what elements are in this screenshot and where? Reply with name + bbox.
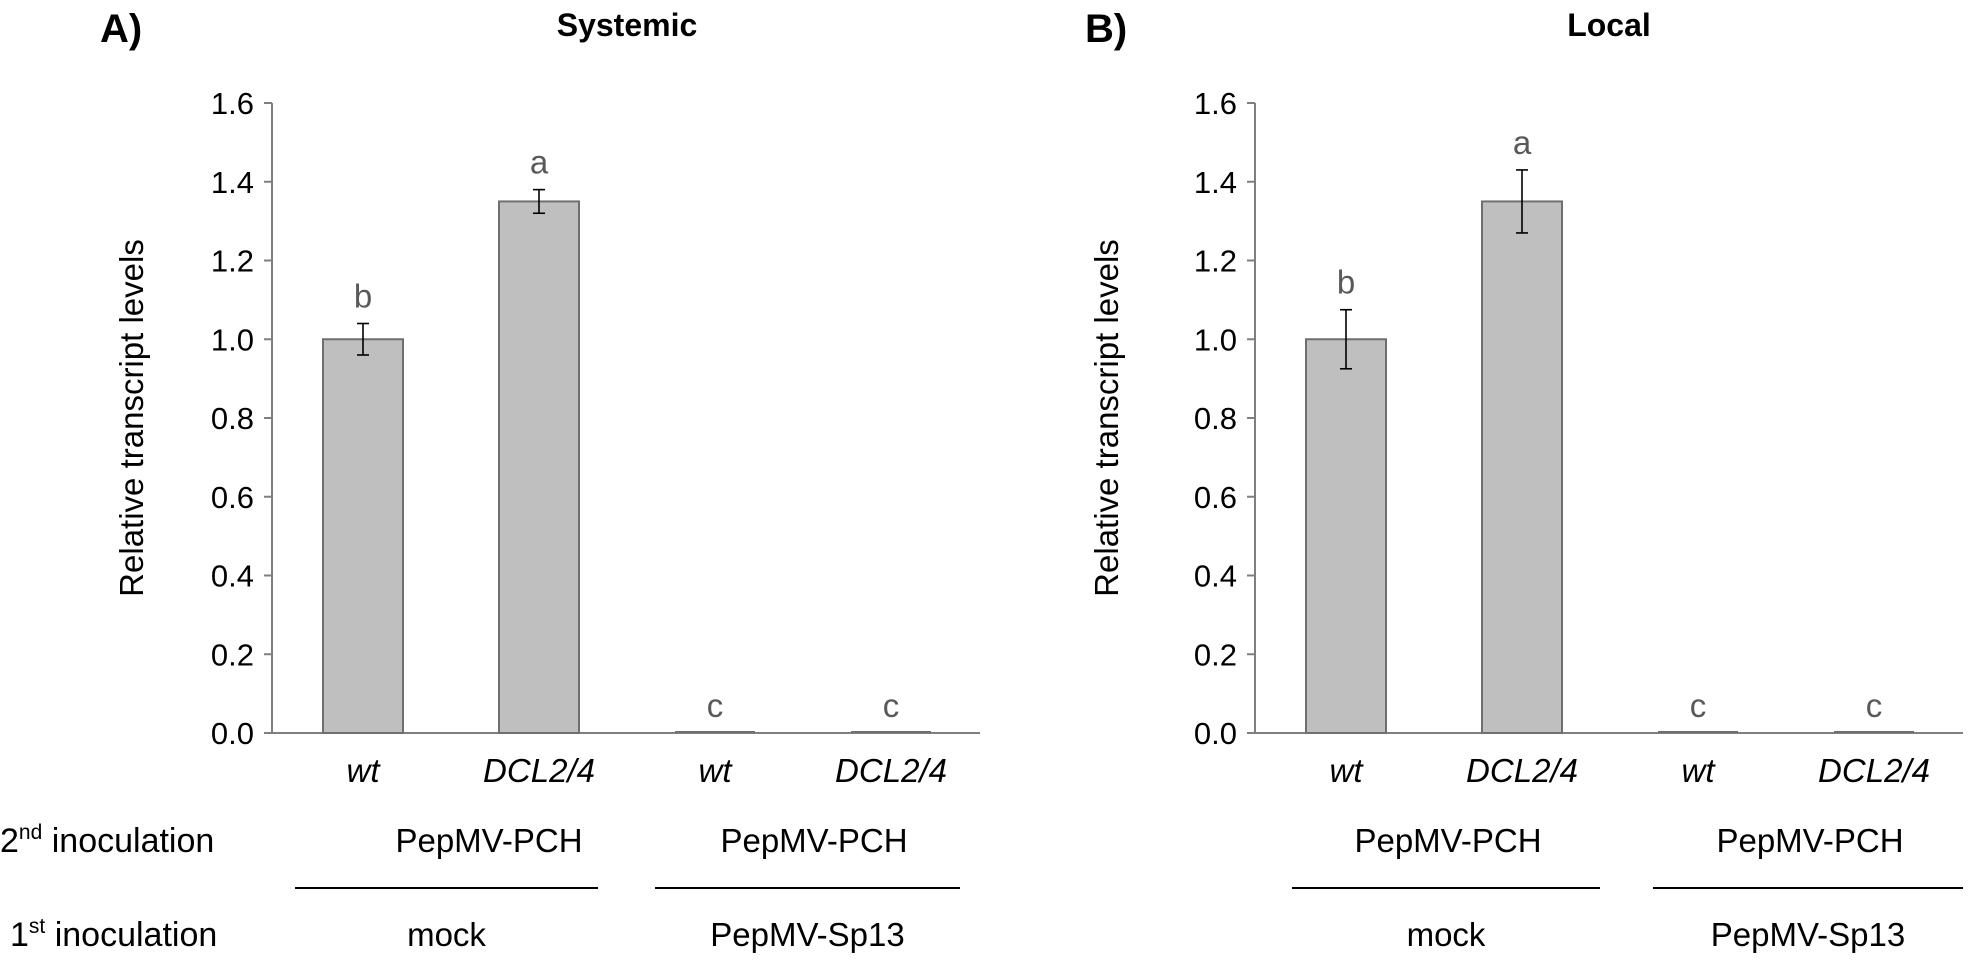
significance-letter: a — [1513, 124, 1532, 161]
bar — [322, 338, 404, 734]
y-tick-label: 1.6 — [1194, 86, 1237, 121]
group-label-1st: mock — [407, 916, 486, 953]
y-tick-label: 0.2 — [1194, 637, 1237, 672]
group-label-2nd: PepMV-PCH — [395, 822, 582, 859]
row-label-2nd-inoculation: 2nd inoculation — [0, 821, 214, 860]
significance-letter: c — [883, 687, 900, 724]
category-label: DCL2/4 — [483, 752, 595, 789]
panel-label: B) — [1085, 7, 1127, 51]
category-label: DCL2/4 — [1466, 752, 1578, 789]
y-tick-label: 0.0 — [1194, 716, 1237, 751]
group-label-1st: PepMV-Sp13 — [1711, 916, 1905, 953]
significance-letter: b — [1337, 264, 1355, 301]
group-label-2nd: PepMV-PCH — [1716, 822, 1903, 859]
group-label-2nd: PepMV-PCH — [720, 822, 907, 859]
significance-letter: c — [1690, 687, 1707, 724]
bar — [498, 200, 580, 734]
y-tick-label: 1.6 — [211, 86, 254, 121]
y-tick-label: 0.4 — [211, 559, 254, 594]
category-label: wt — [1682, 752, 1717, 789]
category-label: wt — [1330, 752, 1365, 789]
chart-title: Local — [1567, 7, 1651, 43]
row-label-1st-inoculation: 1st inoculation — [10, 915, 217, 954]
y-tick-label: 0.6 — [1194, 480, 1237, 515]
significance-letter: c — [707, 687, 724, 724]
y-tick-label: 0.4 — [1194, 559, 1237, 594]
category-label: DCL2/4 — [835, 752, 947, 789]
y-tick-label: 1.4 — [211, 165, 254, 200]
category-label: wt — [347, 752, 382, 789]
y-tick-label: 0.8 — [211, 401, 254, 436]
y-tick-label: 1.0 — [1194, 322, 1237, 357]
y-tick-label: 1.2 — [1194, 244, 1237, 279]
category-label: wt — [699, 752, 734, 789]
bar — [1481, 200, 1563, 734]
y-tick-label: 1.2 — [211, 244, 254, 279]
significance-letter: c — [1866, 687, 1883, 724]
panel-local: B) Local Relative transcript levels 0.0 0.2 0… — [1085, 7, 1963, 953]
panel-label: A) — [100, 7, 142, 51]
bar — [1305, 338, 1387, 734]
y-tick-label: 1.0 — [211, 322, 254, 357]
y-tick-label: 0.2 — [211, 637, 254, 672]
y-tick-label: 0.0 — [211, 716, 254, 751]
y-axis-label: Relative transcript levels — [113, 239, 150, 597]
chart-title: Systemic — [557, 7, 698, 43]
group-label-2nd: PepMV-PCH — [1354, 822, 1541, 859]
y-axis-label: Relative transcript levels — [1088, 239, 1125, 597]
group-label-1st: mock — [1407, 916, 1486, 953]
y-tick-label: 1.4 — [1194, 165, 1237, 200]
y-tick-label: 0.8 — [1194, 401, 1237, 436]
panel-systemic: A) Systemic Relative transcript levels 0.0 0… — [100, 7, 980, 953]
group-label-1st: PepMV-Sp13 — [710, 916, 904, 953]
category-label: DCL2/4 — [1818, 752, 1930, 789]
significance-letter: a — [530, 144, 549, 181]
y-tick-label: 0.6 — [211, 480, 254, 515]
significance-letter: b — [354, 278, 372, 315]
